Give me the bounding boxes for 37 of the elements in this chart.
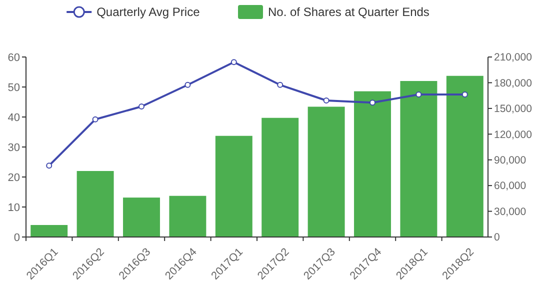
bar <box>262 118 299 237</box>
y2-tick-label: 30,000 <box>494 206 526 218</box>
point <box>184 82 191 88</box>
y2-tick-label: 180,000 <box>494 77 532 90</box>
bar <box>215 136 252 237</box>
y2-tick-label: 0 <box>494 232 500 244</box>
y-tick-label: 20 <box>8 172 20 184</box>
bar <box>76 171 114 237</box>
point <box>370 100 376 106</box>
y2-tick-label: 90,000 <box>494 154 526 167</box>
point <box>323 98 330 104</box>
point <box>416 92 422 98</box>
bar <box>354 91 391 237</box>
y-tick-label: 40 <box>8 112 20 124</box>
y-tick-label: 0 <box>14 232 20 244</box>
bar <box>308 106 345 237</box>
y-tick-label: 50 <box>8 82 20 94</box>
point <box>277 82 284 88</box>
bar <box>446 76 484 237</box>
legend-label: Quarterly Avg Price <box>96 5 200 20</box>
point <box>46 162 52 169</box>
y2-tick-label: 60,000 <box>494 180 526 192</box>
point <box>92 116 98 122</box>
y2-tick-label: 210,000 <box>494 52 532 64</box>
y-tick-label: 10 <box>8 202 20 214</box>
y-tick-label: 60 <box>8 52 20 64</box>
legend-label: No. of Shares at Quarter Ends <box>268 5 430 20</box>
bar <box>123 198 160 237</box>
y2-tick-label: 150,000 <box>494 103 532 116</box>
y-tick-label: 30 <box>8 142 20 154</box>
point <box>462 92 468 98</box>
point <box>230 59 237 66</box>
bar <box>30 225 68 237</box>
point <box>138 104 144 110</box>
y2-tick-label: 120,000 <box>494 128 532 141</box>
bar <box>400 81 438 237</box>
bar <box>169 196 206 237</box>
